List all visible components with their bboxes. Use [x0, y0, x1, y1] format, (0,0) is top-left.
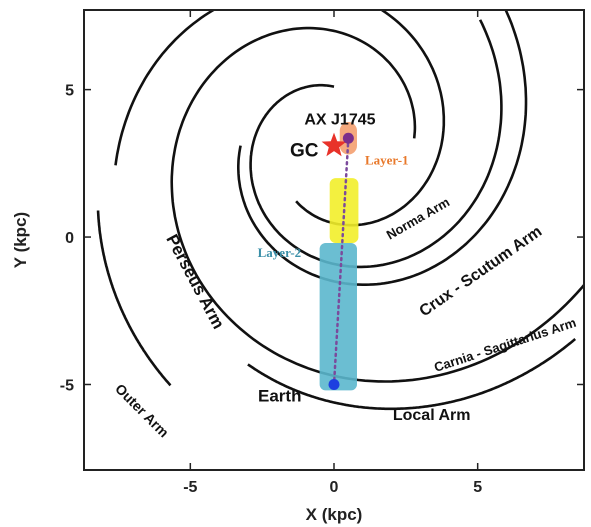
arm-label-perseus-arm: Perseus Arm — [162, 231, 228, 332]
y-tick-label: 0 — [65, 230, 74, 247]
absorption-layers — [319, 122, 359, 391]
spiral-arm-carnia-sagittarius-arm — [170, 26, 584, 383]
spiral-arm-norma-arm — [249, 19, 503, 269]
point-label-gc: GC — [290, 141, 319, 162]
spiral-arm-perseus-arm — [237, 10, 528, 286]
point-label-ax-j1745: AX J1745 — [304, 111, 375, 128]
point-ax-j1745 — [342, 132, 354, 144]
layer-label-layer-2: Layer-2 — [258, 245, 302, 260]
point-earth — [328, 378, 340, 390]
arm-label-norma-arm: Norma Arm — [384, 194, 452, 242]
x-tick-label: -5 — [183, 479, 197, 496]
spiral-arm-crux-scutum-arm — [114, 10, 446, 227]
x-tick-label: 5 — [473, 479, 482, 496]
point-label-earth: Earth — [258, 386, 301, 405]
y-axis-label: Y (kpc) — [11, 212, 30, 268]
x-axis-label: X (kpc) — [306, 505, 363, 524]
arm-label-crux-scutum-arm: Crux - Scutum Arm — [416, 223, 545, 320]
chart-marks — [321, 132, 354, 390]
arm-label-carnia-sagittarius-arm: Carnia - Sagittarius Arm — [432, 315, 578, 375]
y-tick-label: 5 — [65, 83, 74, 100]
arm-label-local-arm: Local Arm — [393, 407, 471, 424]
axis-ticks: -5 0 5 -5 0 5 — [60, 10, 584, 496]
point-gc — [321, 132, 347, 157]
spiral-arm-outer-arm — [96, 210, 172, 387]
x-tick-label: 0 — [330, 479, 339, 496]
layer-label-layer-1: Layer-1 — [365, 152, 409, 167]
layer-band-layer-2 — [319, 242, 357, 391]
sightline — [332, 137, 350, 386]
spiral-arm-local-arm — [247, 338, 577, 411]
arm-label-outer-arm: Outer Arm — [112, 380, 172, 440]
y-tick-label: -5 — [60, 377, 74, 394]
